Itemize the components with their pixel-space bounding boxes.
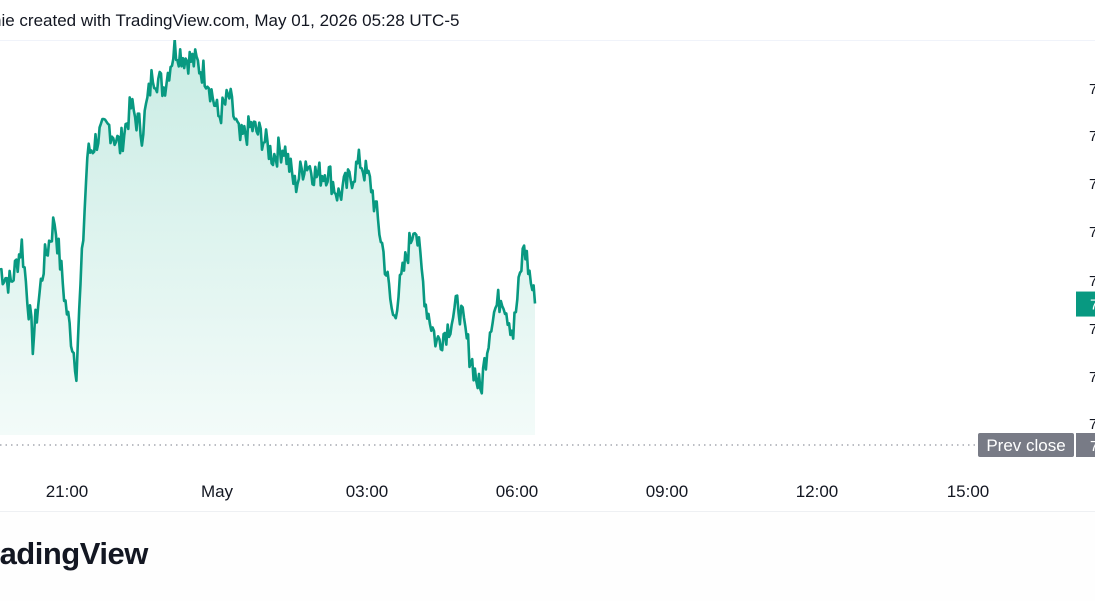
prev-close-label: Prev close: [986, 436, 1065, 455]
x-tick-label: 15:00: [947, 482, 990, 501]
x-tick-label: 03:00: [346, 482, 389, 501]
prev-close-badge: [978, 433, 1074, 457]
current-price-badge: [1076, 291, 1095, 317]
header-caption: nie created with TradingView.com, May 01…: [0, 11, 460, 30]
chart-area[interactable]: Prev close 7 7 7 7 7 7 7 7 7 7 21:00 May 03:00 06:00 09…: [0, 40, 1095, 510]
x-tick-label: 09:00: [646, 482, 689, 501]
x-tick-label: 06:00: [496, 482, 539, 501]
tradingview-logo-text[interactable]: radingView: [0, 536, 148, 571]
y-tick-label: 7: [1089, 128, 1095, 145]
y-tick-label: 7: [1089, 176, 1095, 193]
x-tick-label: May: [201, 482, 234, 501]
y-tick-label: 7: [1089, 81, 1095, 98]
prev-close-value: 7: [1090, 438, 1095, 455]
price-series-line[interactable]: [0, 40, 537, 395]
price-chart[interactable]: Prev close 7 7 7 7 7 7 7 7 7 7 21:00 May 03:00 06:00 09…: [0, 40, 1095, 510]
y-tick-label: 7: [1089, 224, 1095, 241]
y-tick-label: 7: [1089, 369, 1095, 386]
y-tick-label: 7: [1089, 273, 1095, 290]
x-tick-label: 12:00: [796, 482, 839, 501]
y-tick-label: 7: [1089, 416, 1095, 433]
current-price-label: 7: [1090, 297, 1095, 314]
chart-footer: radingView: [0, 511, 1095, 601]
price-area-fill: [0, 40, 535, 435]
chart-header: nie created with TradingView.com, May 01…: [0, 0, 1095, 41]
x-tick-label: 21:00: [46, 482, 89, 501]
y-tick-label: 7: [1089, 321, 1095, 338]
prev-close-value-badge: [1076, 433, 1095, 457]
